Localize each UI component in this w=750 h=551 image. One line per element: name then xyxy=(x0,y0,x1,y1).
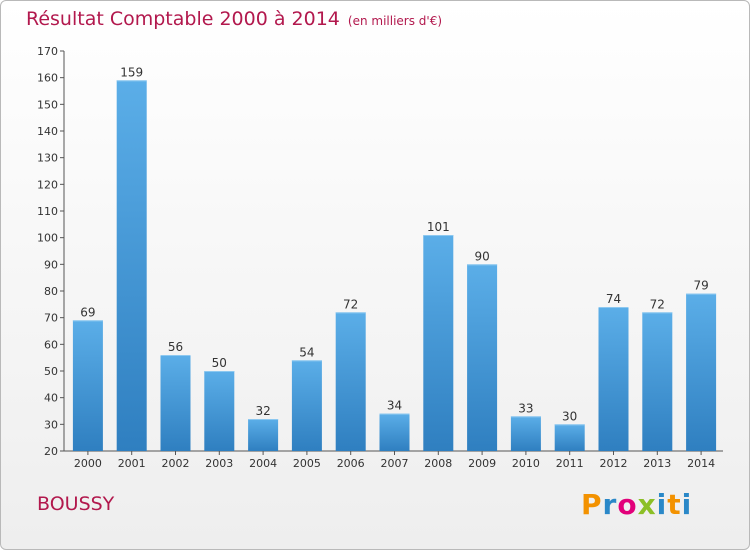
bar-2005 xyxy=(291,360,322,451)
y-tick-label: 170 xyxy=(37,45,58,58)
y-tick-label: 20 xyxy=(44,445,58,458)
bar-2008 xyxy=(423,235,454,451)
data-label-2010: 33 xyxy=(518,401,533,415)
y-tick-label: 70 xyxy=(44,312,58,325)
x-tick-label-2003: 2003 xyxy=(205,457,233,470)
y-tick-label: 60 xyxy=(44,338,58,351)
data-label-2012: 74 xyxy=(606,292,621,306)
y-tick-label: 110 xyxy=(37,205,58,218)
data-label-2011: 30 xyxy=(562,409,577,423)
x-tick-label-2005: 2005 xyxy=(293,457,321,470)
y-tick-label: 80 xyxy=(44,285,58,298)
x-tick-label-2000: 2000 xyxy=(74,457,102,470)
x-tick-label-2014: 2014 xyxy=(687,457,715,470)
bar-2012 xyxy=(598,307,629,451)
x-axis: 2000 2001 2002 2003 2004 2005 2006 2007 2008 2009… xyxy=(64,450,723,470)
x-tick-label-2008: 2008 xyxy=(424,457,452,470)
y-tick-label: 30 xyxy=(44,418,58,431)
bar-2014 xyxy=(686,293,717,451)
bar-2003 xyxy=(204,371,235,451)
chart-title-text: Résultat Comptable 2000 à 2014 xyxy=(26,8,340,30)
x-tick-label-2012: 2012 xyxy=(600,457,628,470)
bar-2002 xyxy=(160,355,191,451)
y-tick-label: 120 xyxy=(37,178,58,191)
bar-2006 xyxy=(335,312,366,451)
data-label-2000: 69 xyxy=(80,305,95,319)
bar-2000 xyxy=(72,320,103,451)
x-tick-label-2009: 2009 xyxy=(468,457,496,470)
y-tick-label: 160 xyxy=(37,72,58,85)
data-label-2003: 50 xyxy=(212,356,227,370)
data-label-2005: 54 xyxy=(299,345,314,359)
x-tick-label-2001: 2001 xyxy=(118,457,146,470)
bar-2007 xyxy=(379,413,410,451)
x-tick-label-2004: 2004 xyxy=(249,457,277,470)
proxiti-logo[interactable]: Proxiti xyxy=(581,488,693,521)
data-label-2001: 159 xyxy=(120,65,143,79)
bar-2010 xyxy=(510,416,541,451)
bar-series: 69 159 56 50 32 54 72 34 101 90 33 30 74 72 79 xyxy=(72,65,717,451)
y-tick-label: 150 xyxy=(37,98,58,111)
data-label-2014: 79 xyxy=(693,279,708,293)
y-tick-label: 90 xyxy=(44,258,58,271)
data-label-2006: 72 xyxy=(343,297,358,311)
data-label-2004: 32 xyxy=(255,404,270,418)
bar-2001 xyxy=(116,80,147,451)
data-label-2002: 56 xyxy=(168,340,183,354)
commune-name: BOUSSY xyxy=(37,493,115,515)
bar-2011 xyxy=(554,424,585,451)
x-tick-label-2011: 2011 xyxy=(556,457,584,470)
data-label-2013: 72 xyxy=(650,297,665,311)
y-axis: 20 30 40 50 60 70 80 90 100 110 120 130 140 150 160 170 xyxy=(37,45,65,458)
bar-2004 xyxy=(248,419,279,451)
y-tick-label: 50 xyxy=(44,365,58,378)
x-tick-label-2006: 2006 xyxy=(337,457,365,470)
x-tick-label-2007: 2007 xyxy=(381,457,409,470)
x-tick-label-2013: 2013 xyxy=(643,457,671,470)
x-tick-label-2010: 2010 xyxy=(512,457,540,470)
bar-2013 xyxy=(642,312,673,451)
unit-note: (en milliers d'€) xyxy=(347,14,443,28)
y-tick-label: 130 xyxy=(37,152,58,165)
x-tick-label-2002: 2002 xyxy=(162,457,190,470)
y-tick-label: 100 xyxy=(37,232,58,245)
y-tick-label: 40 xyxy=(44,392,58,405)
chart-title: Résultat Comptable 2000 à 2014 (en millie… xyxy=(26,8,442,30)
data-label-2008: 101 xyxy=(427,220,450,234)
bar-2009 xyxy=(467,264,498,451)
data-label-2007: 34 xyxy=(387,399,402,413)
y-tick-label: 140 xyxy=(37,125,58,138)
data-label-2009: 90 xyxy=(474,249,489,263)
